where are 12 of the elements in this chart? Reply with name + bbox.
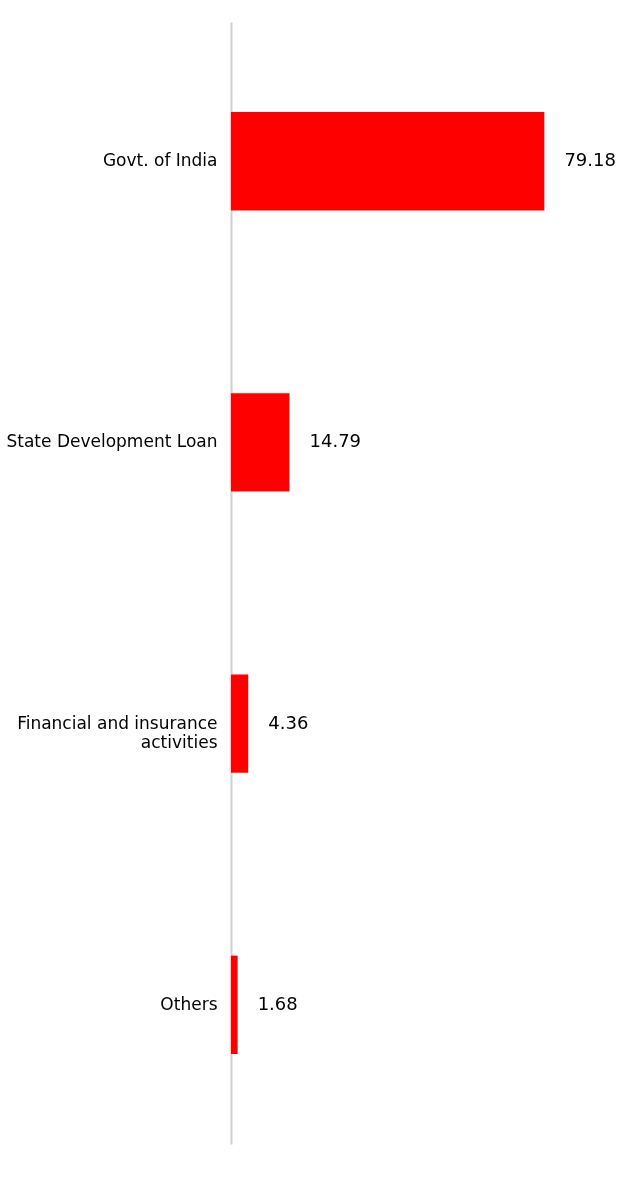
data-label: 1.68 <box>257 992 298 1014</box>
bar <box>231 393 290 492</box>
y-tick-label: Financial and insurance activities <box>17 712 218 752</box>
y-tick-label: Others <box>160 993 218 1014</box>
y-tick-label: Govt. of India <box>102 150 218 171</box>
data-label: 4.36 <box>268 711 309 733</box>
data-label: 79.18 <box>564 149 616 171</box>
y-tick-label: State Development Loan <box>6 431 218 452</box>
bar <box>231 674 249 773</box>
data-label: 14.79 <box>309 430 362 452</box>
bar <box>231 111 545 211</box>
bar <box>231 955 238 1055</box>
